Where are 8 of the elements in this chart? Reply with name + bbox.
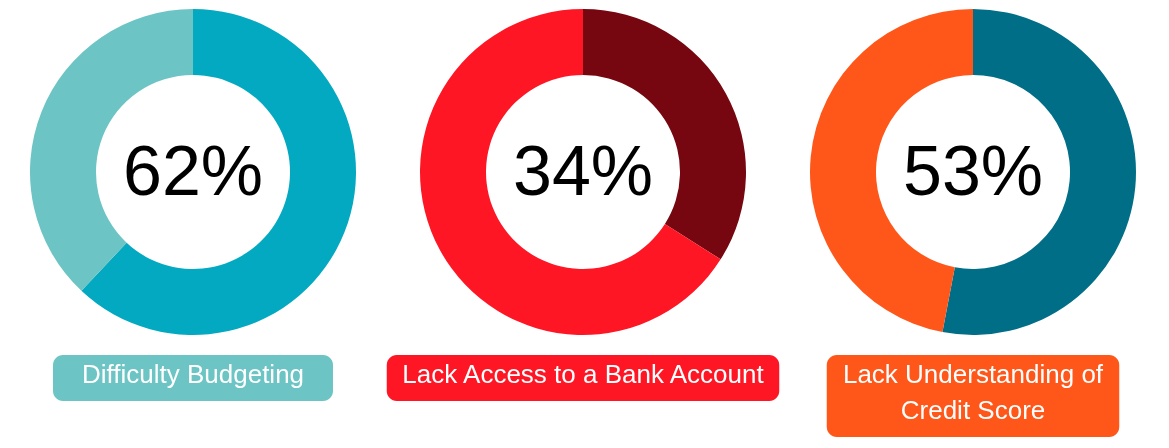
- data-label: 53%: [902, 132, 1044, 210]
- donut-slice: [420, 9, 721, 335]
- text: Difficulty Budgeting: [81, 359, 305, 389]
- data-label: 34%: [512, 132, 654, 210]
- text: Lack Access to a Bank Account: [402, 359, 765, 389]
- data-label: 62%: [122, 132, 264, 210]
- donut-slice: [81, 9, 356, 335]
- text: Lack Understanding of Credit Score: [842, 359, 1104, 425]
